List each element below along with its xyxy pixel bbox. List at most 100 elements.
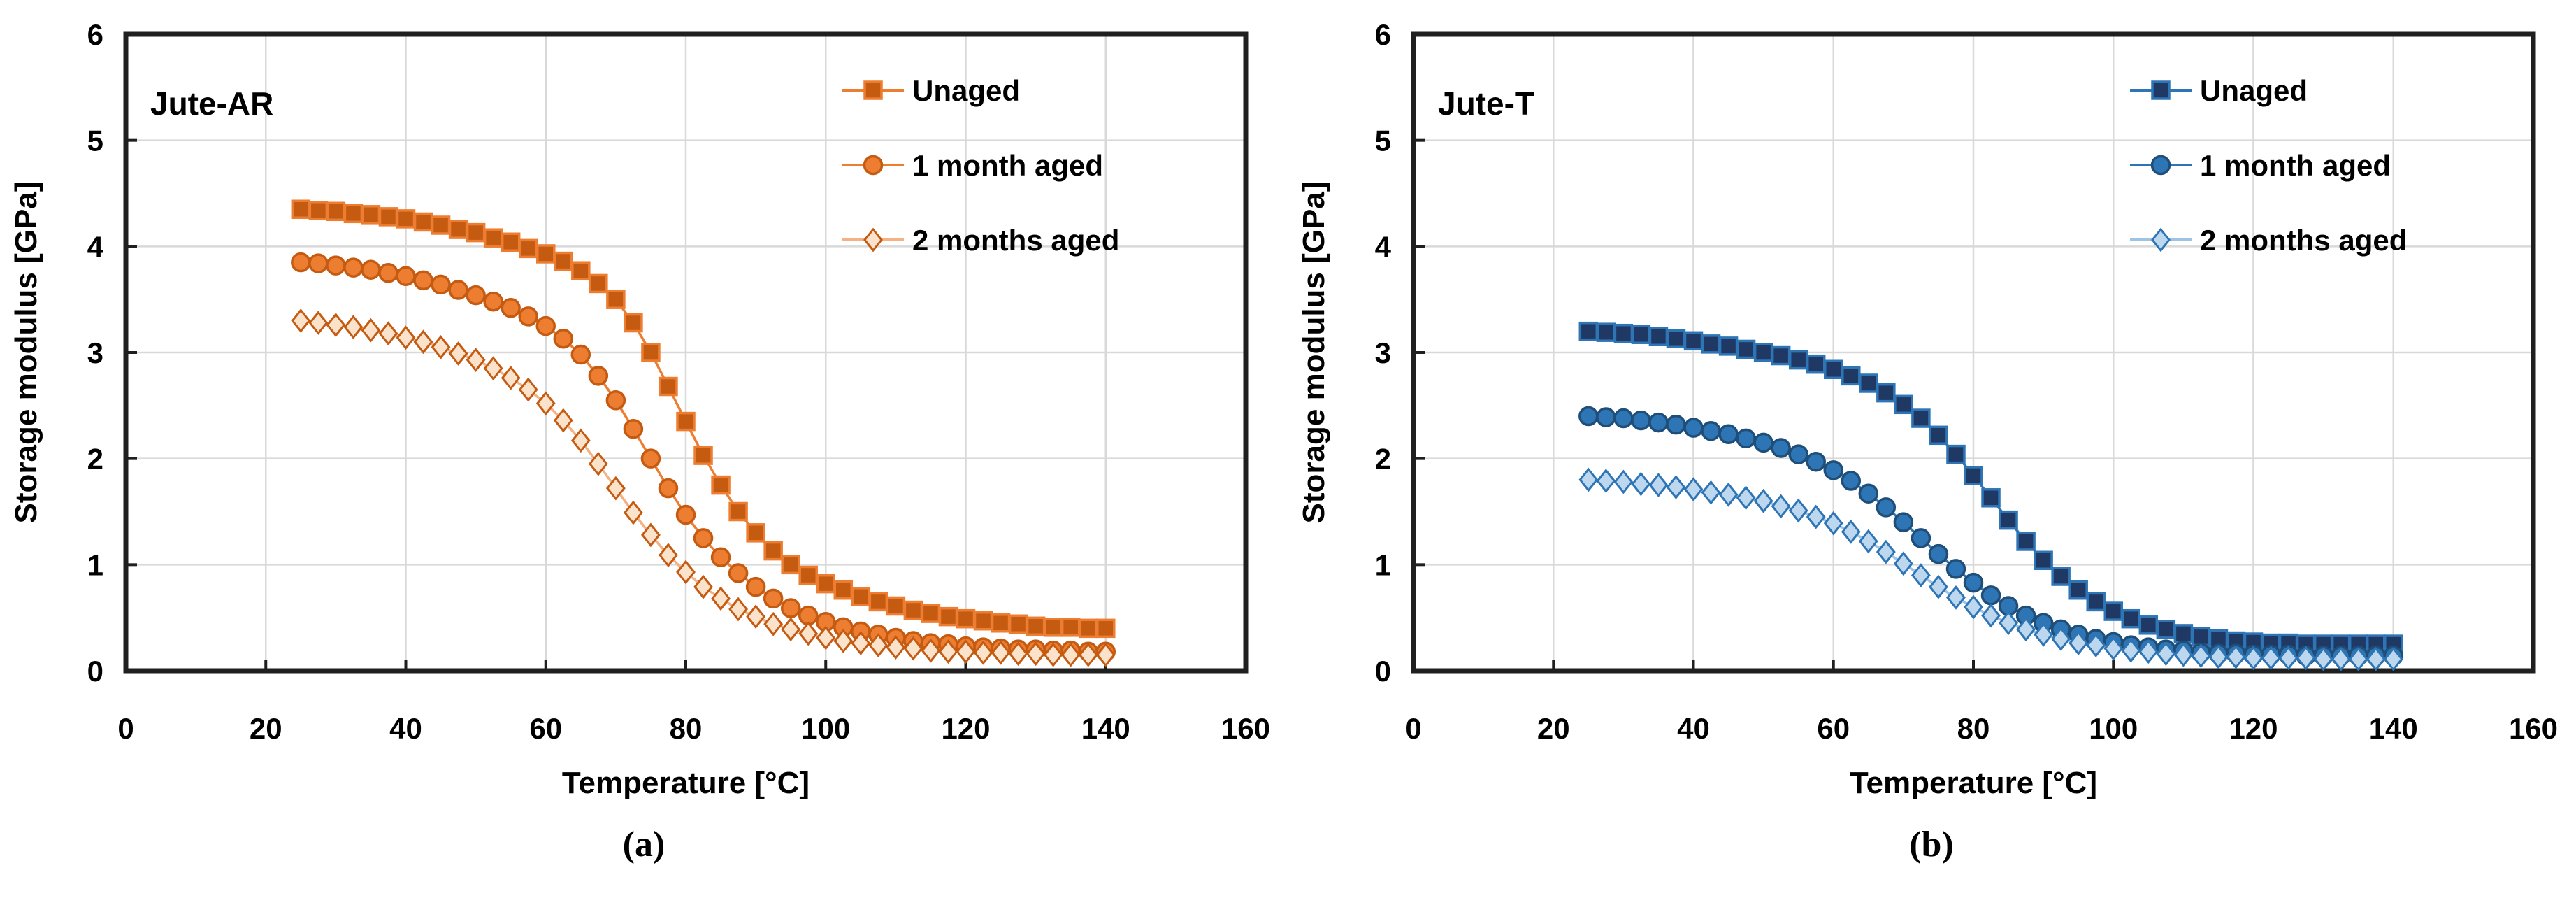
series-2-marker	[746, 604, 766, 629]
legend-marker-diamond	[2151, 227, 2171, 252]
series-0-marker	[2103, 601, 2123, 621]
series-2-marker	[956, 639, 976, 664]
series-2-marker	[431, 335, 451, 359]
series-1-marker	[1701, 420, 1721, 441]
series-2-marker	[641, 522, 661, 548]
series-0-marker	[2156, 620, 2176, 639]
series-2-marker	[2016, 617, 2036, 642]
x-tick-label: 100	[2089, 712, 2138, 745]
series-2-marker	[1078, 642, 1098, 667]
series-2-marker	[1788, 498, 1808, 523]
series-2-marker	[1999, 611, 2018, 636]
legend-item: 1 month aged	[842, 149, 1103, 182]
series-2-marker	[570, 428, 591, 453]
series-1-marker	[553, 329, 574, 349]
series-2-marker	[2121, 638, 2141, 663]
series-2-marker	[1060, 642, 1081, 667]
series-2-marker	[588, 451, 608, 476]
x-tick-label: 120	[941, 712, 990, 745]
series-1-marker	[378, 263, 398, 283]
series-1-marker	[483, 291, 503, 312]
legend-label: 2 months aged	[2200, 224, 2407, 257]
y-tick-label: 5	[87, 124, 103, 157]
series-1-marker	[1736, 428, 1756, 449]
series-0-marker	[781, 555, 800, 575]
x-tick-label: 100	[801, 712, 850, 745]
y-tick-label: 0	[1375, 655, 1391, 688]
series-1-marker	[1858, 483, 1879, 504]
y-tick-label: 6	[1375, 18, 1391, 51]
series-0-marker	[1718, 336, 1739, 356]
series-0-marker	[361, 205, 381, 225]
series-2-marker	[2366, 646, 2386, 671]
series-2-marker	[378, 321, 398, 346]
series-1-marker	[780, 598, 801, 618]
y-tick-label: 1	[1375, 548, 1391, 581]
series-1-marker	[605, 390, 626, 411]
series-0-marker	[693, 446, 713, 465]
series-2-marker	[728, 597, 749, 622]
series-1-marker	[1578, 406, 1599, 427]
x-tick-label: 120	[2229, 712, 2278, 745]
series-2-marker	[466, 348, 486, 373]
series-0-marker	[554, 251, 573, 271]
series-0-marker	[1788, 350, 1808, 370]
series-0-marker	[903, 600, 923, 620]
series-2-marker	[886, 635, 906, 660]
series-0-marker	[728, 501, 748, 522]
series-1-marker	[535, 315, 556, 336]
series-2-marker	[676, 560, 696, 585]
series-2-marker	[1946, 585, 1966, 610]
series-2-marker	[1806, 504, 1826, 529]
series-1-marker	[710, 547, 731, 567]
series-2-marker	[1718, 482, 1739, 507]
series-2-marker	[535, 391, 556, 416]
x-tick-label: 0	[117, 712, 134, 745]
series-2-marker	[868, 633, 888, 658]
series-2-marker	[763, 611, 784, 636]
x-tick-label: 140	[2369, 712, 2418, 745]
series-2-marker	[2313, 646, 2333, 671]
series-2-marker	[1666, 475, 1686, 500]
series-2-marker	[2348, 646, 2368, 671]
y-tick-label: 0	[87, 655, 103, 688]
series-0-marker	[518, 238, 538, 259]
y-tick-label: 6	[87, 18, 103, 51]
series-0-marker	[1078, 618, 1098, 639]
series-2-marker	[361, 318, 381, 343]
y-axis-title: Storage modulus [GPa]	[9, 182, 43, 524]
series-0-marker	[763, 541, 783, 561]
series-0-marker	[624, 313, 643, 333]
series-0-marker	[1841, 366, 1861, 386]
series-0-marker	[2051, 567, 2071, 586]
series-2-marker	[2383, 646, 2403, 671]
caption-b: (b)	[1909, 825, 1954, 864]
panel-a: 0 20 40 60 80 100 120 140 160 0 1 2 3 4 5 6 Temperature …	[0, 3, 1288, 865]
series-1-marker	[570, 344, 591, 365]
series-0-marker	[2034, 550, 2053, 571]
series-2-marker	[2086, 633, 2106, 658]
series-1-marker	[1841, 471, 1862, 491]
series-1-marker	[343, 257, 364, 278]
series-1-marker	[675, 504, 696, 525]
series-1-marker	[1613, 408, 1634, 429]
series-1-marker	[1945, 559, 1966, 579]
series-0-marker	[659, 376, 678, 397]
series-2-marker	[973, 640, 993, 665]
legend-marker-circle	[863, 155, 884, 176]
series-0-marker	[1859, 373, 1878, 393]
series-1-marker	[448, 280, 468, 300]
x-tick-label: 140	[1081, 712, 1130, 745]
x-tick-label: 60	[529, 712, 562, 745]
series-1-marker	[745, 576, 766, 597]
y-axis-title: Storage modulus [GPa]	[1297, 182, 1331, 524]
legend-item: 1 month aged	[2130, 149, 2391, 182]
series-0-marker	[431, 215, 451, 235]
x-tick-label: 80	[1957, 712, 1990, 745]
series-2-marker	[1981, 603, 2001, 628]
series-1-marker	[623, 418, 644, 439]
x-tick-label: 80	[670, 712, 703, 745]
series-1-marker	[763, 588, 784, 609]
series-2-marker	[1841, 519, 1861, 544]
series-1-marker	[640, 448, 661, 469]
